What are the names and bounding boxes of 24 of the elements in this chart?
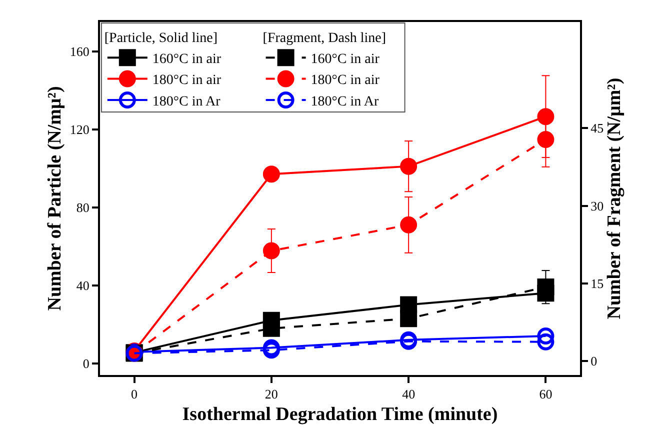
- legend-label: 180°C in Ar: [152, 94, 221, 110]
- text: [Fragment, Dash line]: [262, 30, 386, 46]
- y2-tick-label: 30: [590, 198, 604, 214]
- y-tick-label: 120: [70, 122, 90, 137]
- y-tick-label: 80: [76, 200, 90, 215]
- legend-label: 160°C in air: [310, 52, 380, 68]
- y2-tick-label: 15: [590, 276, 604, 291]
- y-tick-label: 40: [76, 278, 90, 293]
- y-tick-label: 0: [82, 356, 90, 371]
- x-tick-label: 20: [264, 386, 278, 402]
- x-tick-label: 0: [131, 386, 138, 402]
- x-tick-label: 40: [402, 386, 416, 402]
- y-axis-title: Number of Particle (N/mμ²): [44, 86, 66, 311]
- x-axis-title: Isothermal Degradation Time (minute): [182, 404, 498, 425]
- legend-label: 180°C in air: [152, 73, 222, 88]
- legend-label: 180°C in Ar: [310, 94, 379, 110]
- y2-axis-title: Number of Fragment (N/μm²): [604, 78, 625, 320]
- text: [Particle, Solid line]: [104, 30, 218, 46]
- legend-label: 160°C in air: [152, 52, 222, 68]
- y-tick-label: 160: [70, 44, 90, 59]
- x-tick-label: 60: [539, 386, 552, 402]
- y2-tick-label: 0: [590, 354, 598, 369]
- legend-label: 180°C in air: [310, 73, 380, 88]
- y2-tick-label: 45: [590, 120, 604, 136]
